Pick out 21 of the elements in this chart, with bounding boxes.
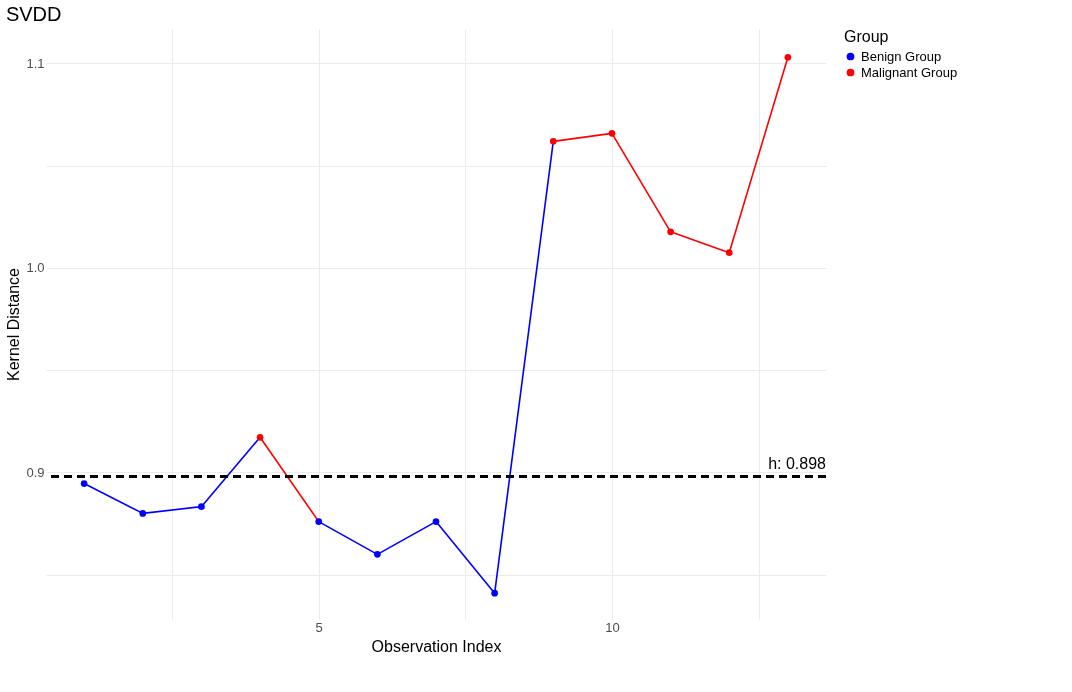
point (608, 130, 616, 137)
x-tick-label: 10 (605, 619, 620, 635)
x-axis-title: Observation Index (371, 637, 502, 655)
point (667, 228, 674, 236)
point (374, 550, 381, 558)
chart-title: SVDD (5, 3, 62, 25)
y-tick-label: 1.1 (26, 55, 45, 71)
legend-label: Benign Group (861, 48, 942, 64)
y-axis-title: Kernel Distance (5, 267, 23, 381)
legend-label: Malignant Group (861, 64, 958, 80)
point (784, 53, 792, 61)
point (725, 249, 733, 257)
x-tick-label: 5 (315, 619, 323, 635)
y-tick-label: 1.0 (26, 260, 45, 276)
legend-title: Group (844, 28, 889, 45)
ref-line-label: h: 0.898 (768, 454, 827, 472)
point (315, 518, 323, 525)
point (491, 589, 498, 597)
y-tick-label: 0.9 (26, 464, 45, 480)
point (549, 138, 557, 145)
point (432, 518, 440, 525)
